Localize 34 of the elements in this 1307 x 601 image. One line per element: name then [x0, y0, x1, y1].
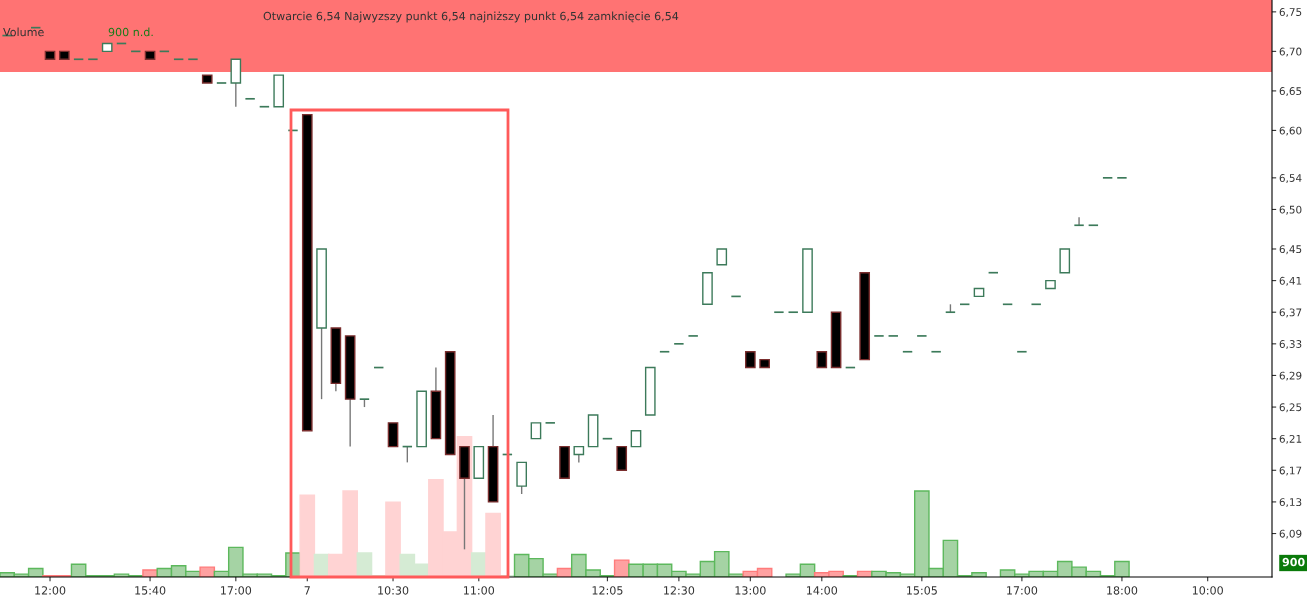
annotation: Otwarcie 6,54 Najwyzszy punkt 6,54 najniższy punkt 6,54 zamknięcie 6,54 [263, 11, 679, 23]
y-tick-label: 6,21 [1279, 434, 1302, 444]
y-tick-label: 6,70 [1279, 47, 1302, 57]
y-tick-label: 6,75 [1279, 8, 1302, 18]
y-tick-label: 6,09 [1279, 529, 1302, 539]
annotation: 900 n.d. [108, 27, 153, 37]
x-tick-label: 12:00 [35, 586, 66, 595]
y-tick-label: 6,33 [1279, 340, 1302, 349]
y-tick-label: 6,25 [1279, 403, 1302, 413]
y-tick-label: 6,60 [1279, 126, 1302, 136]
y-tick-label: 6,41 [1279, 276, 1302, 286]
x-tick-label: 10:00 [1192, 586, 1223, 595]
y-tick-label: 6,65 [1279, 87, 1302, 97]
x-tick-label: 15:05 [907, 586, 937, 595]
x-tick-label: 17:00 [1007, 586, 1038, 595]
x-tick-label: 10:30 [378, 586, 409, 595]
x-tick-label: 12:05 [592, 586, 623, 595]
x-tick-label: 15:40 [135, 586, 166, 595]
annotation: Volume [3, 27, 44, 37]
y-tick-label: 6,50 [1279, 205, 1302, 215]
y-tick-label: 6,13 [1279, 498, 1302, 508]
x-tick-label: 17:00 [221, 586, 252, 595]
x-tick-label: 11:00 [464, 586, 495, 595]
x-tick-label: 13:00 [735, 586, 766, 595]
x-tick-label: 7 [304, 586, 310, 595]
y-tick-label: 6,54 [1279, 174, 1302, 184]
y-tick-label: 6,37 [1279, 308, 1302, 318]
y-tick-label: 6,17 [1279, 466, 1302, 476]
x-tick-label: 18:00 [1107, 586, 1138, 595]
y-tick-label: 6,29 [1279, 371, 1302, 381]
y-tick-label: 6,45 [1279, 245, 1302, 255]
text: 900 [1282, 557, 1305, 567]
x-tick-label: 12:30 [664, 586, 695, 595]
x-tick-label: 14:00 [807, 586, 838, 595]
